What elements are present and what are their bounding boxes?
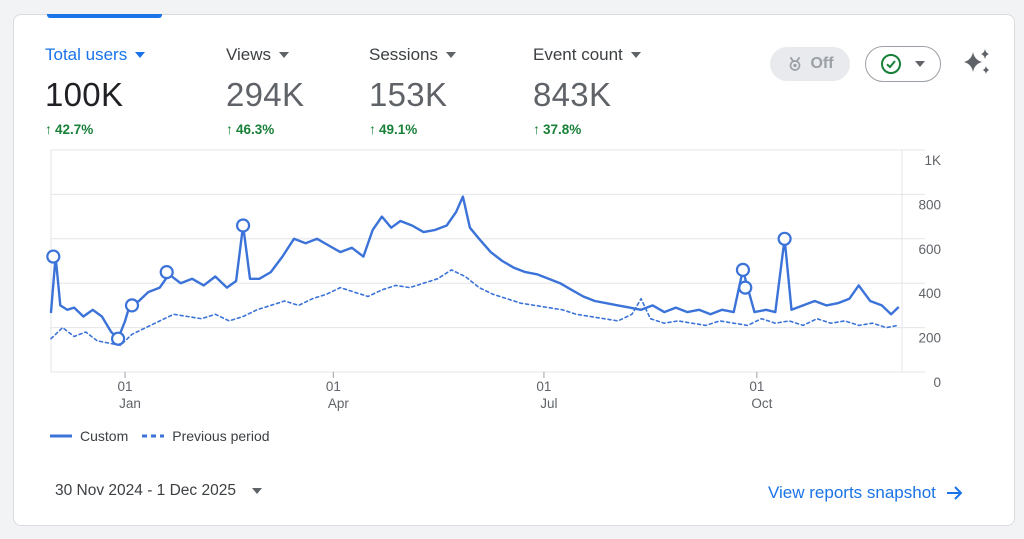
caret-down-icon [445, 52, 456, 58]
x-tick-month-label: Jul [540, 396, 557, 411]
metric-label-dropdown[interactable]: Views [226, 45, 304, 65]
metric-change: ↑ 42.7% [45, 121, 145, 137]
date-range-dropdown[interactable]: 30 Nov 2024 - 1 Dec 2025 [55, 482, 262, 500]
annotation-marker [777, 231, 792, 246]
legend-item-previous: Previous period [142, 428, 270, 444]
metric-label-dropdown[interactable]: Sessions [369, 45, 456, 65]
caret-down-icon [915, 61, 925, 67]
arrow-right-icon [946, 486, 963, 500]
metric-change: ↑ 49.1% [369, 121, 456, 137]
solid-line-swatch [50, 434, 72, 438]
annotation-marker [124, 298, 140, 313]
insights-off-chip[interactable]: Off [770, 47, 850, 81]
metric-label: Event count [533, 45, 623, 64]
sparkle-icon[interactable] [960, 46, 994, 83]
check-circle-icon [881, 54, 901, 74]
x-tick-month-label: Oct [751, 396, 772, 411]
y-tick-label: 0 [933, 375, 941, 390]
dashed-line-swatch [142, 434, 165, 438]
annotation-marker [738, 280, 753, 295]
metric-change-value: 46.3% [236, 121, 275, 137]
arrow-up-icon: ↑ [226, 121, 233, 137]
metric-total-users[interactable]: Total users 100K ↑ 42.7% [45, 45, 146, 137]
metric-change: ↑ 46.3% [226, 121, 304, 137]
x-tick-day-label: 01 [749, 379, 764, 394]
metric-change-value: 49.1% [379, 121, 418, 137]
custom-line [49, 195, 900, 340]
medal-icon [790, 56, 801, 71]
metric-change-value: 42.7% [55, 121, 94, 137]
x-tick-month-label: Apr [328, 396, 350, 411]
active-tab-indicator [47, 14, 162, 18]
x-tick-day-label: 01 [118, 379, 133, 394]
y-tick-label: 400 [918, 286, 941, 301]
caret-down-icon [630, 52, 641, 58]
y-tick-label: 600 [918, 242, 941, 257]
metric-value: 843K [533, 76, 612, 113]
date-range-label: 30 Nov 2024 - 1 Dec 2025 [55, 482, 236, 499]
metric-value: 294K [226, 76, 305, 113]
off-label: Off [810, 55, 834, 72]
annotation-marker [46, 249, 61, 264]
metric-label: Total users [45, 45, 128, 64]
legend-label-current: Custom [80, 428, 129, 444]
annotation-marker [735, 262, 751, 277]
metric-label: Views [226, 45, 272, 64]
annotation-marker [159, 265, 174, 280]
arrow-up-icon: ↑ [369, 121, 376, 137]
x-tick-month-label: Jan [119, 396, 141, 411]
caret-down-icon [135, 52, 146, 58]
caret-down-icon [279, 52, 290, 58]
annotation-marker [235, 218, 251, 233]
overview-card [13, 14, 1015, 526]
metric-sessions[interactable]: Sessions 153K ↑ 49.1% [369, 45, 456, 137]
view-reports-label: View reports snapshot [768, 483, 936, 502]
metric-views[interactable]: Views 294K ↑ 46.3% [226, 45, 304, 137]
metric-value: 100K [45, 76, 124, 113]
arrow-up-icon: ↑ [45, 121, 52, 137]
legend-item-custom: Custom [50, 428, 128, 444]
previous-period-line [50, 269, 899, 347]
y-tick-label: 200 [918, 331, 941, 346]
metric-change: ↑ 37.8% [533, 121, 641, 137]
x-tick-day-label: 01 [326, 379, 341, 394]
metric-label-dropdown[interactable]: Total users [45, 45, 146, 65]
y-tick-label: 800 [918, 197, 941, 212]
caret-down-icon [251, 488, 262, 494]
chart-legend: Custom Previous period [50, 428, 270, 444]
metric-change-value: 37.8% [543, 121, 582, 137]
metric-value: 153K [369, 76, 448, 113]
y-tick-label: 1K [924, 153, 941, 168]
legend-label-previous: Previous period [172, 428, 270, 444]
metric-label: Sessions [369, 45, 438, 64]
view-reports-snapshot-link[interactable]: View reports snapshot [768, 483, 964, 503]
metric-event-count[interactable]: Event count 843K ↑ 37.8% [533, 45, 641, 137]
comparison-dropdown[interactable] [865, 46, 941, 82]
annotation-marker [111, 331, 126, 346]
arrow-up-icon: ↑ [533, 121, 540, 137]
x-tick-day-label: 01 [536, 379, 551, 394]
metric-label-dropdown[interactable]: Event count [533, 45, 641, 65]
